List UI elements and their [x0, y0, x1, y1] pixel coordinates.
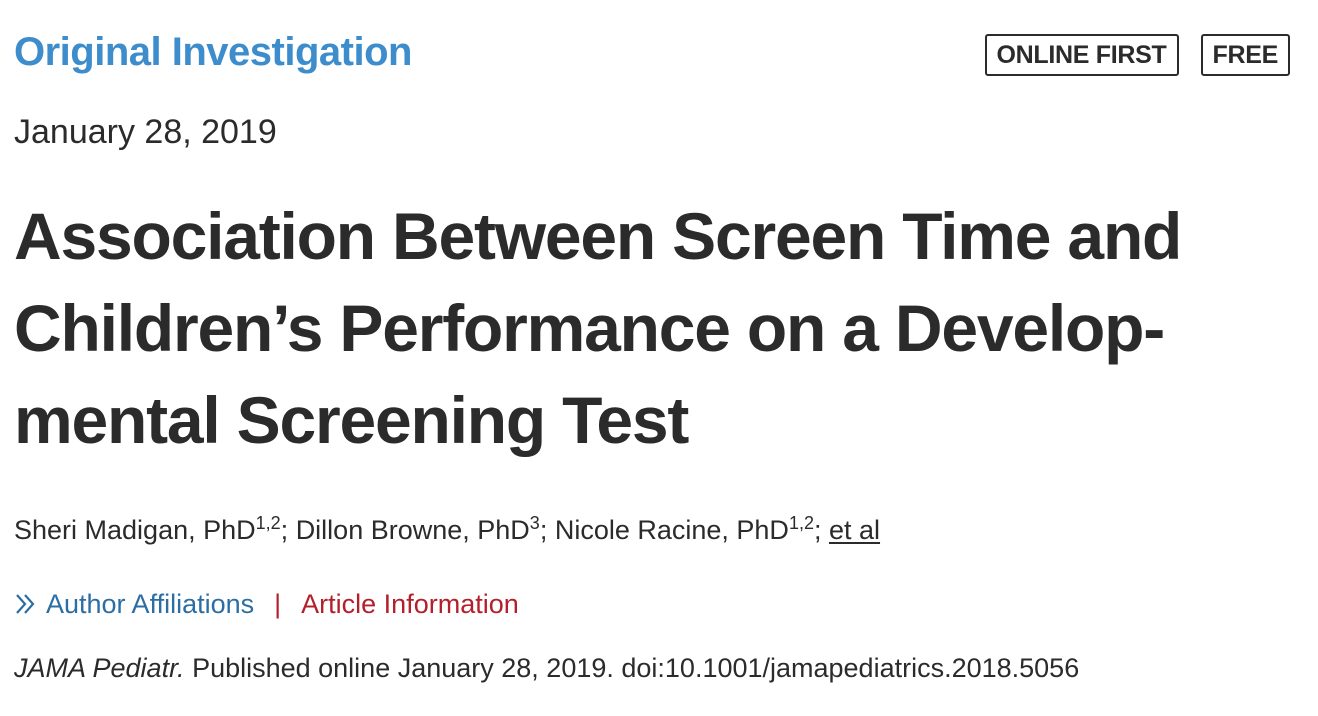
author-affiliations-label: Author Affiliations [46, 589, 255, 619]
article-title-line-2: Children’s Performance on a Develop- [14, 291, 1165, 365]
author-separator: ; [539, 515, 555, 545]
article-title-line-1: Association Between Screen Time and [14, 199, 1182, 273]
author-separator: ; [813, 515, 829, 545]
author-separator: ; [280, 515, 296, 545]
citation-details: Published online January 28, 2019. doi:1… [184, 653, 1080, 683]
article-links: Author Affiliations | Article Informatio… [14, 584, 519, 624]
link-divider: | [274, 589, 282, 619]
author-affiliations-link[interactable]: Author Affiliations [14, 584, 254, 624]
article-title-line-3: mental Screening Test [14, 383, 689, 457]
author-affil-2: 3 [529, 513, 540, 533]
badge-group: ONLINE FIRST FREE [984, 34, 1290, 76]
author-affil-3: 1,2 [788, 513, 814, 533]
citation: JAMA Pediatr. Published online January 2… [14, 648, 1079, 688]
free-badge: FREE [1200, 34, 1290, 76]
journal-abbreviation: JAMA Pediatr. [14, 653, 185, 683]
article-title: Association Between Screen Time and Chil… [14, 190, 1274, 466]
top-row: Original Investigation ONLINE FIRST FREE [14, 26, 1290, 82]
author-affil-1: 1,2 [255, 513, 281, 533]
et-al-link[interactable]: et al [828, 515, 881, 545]
section-label[interactable]: Original Investigation [14, 30, 412, 74]
author-name-1[interactable]: Sheri Madigan, PhD [14, 515, 256, 545]
article-information-link[interactable]: Article Information [301, 589, 519, 619]
author-list: Sheri Madigan, PhD1,2; Dillon Browne, Ph… [14, 510, 880, 550]
online-first-badge: ONLINE FIRST [984, 34, 1179, 76]
author-name-2[interactable]: Dillon Browne, PhD [295, 515, 530, 545]
author-name-3[interactable]: Nicole Racine, PhD [554, 515, 789, 545]
publication-date: January 28, 2019 [14, 113, 277, 151]
double-chevron-right-icon [16, 594, 35, 614]
